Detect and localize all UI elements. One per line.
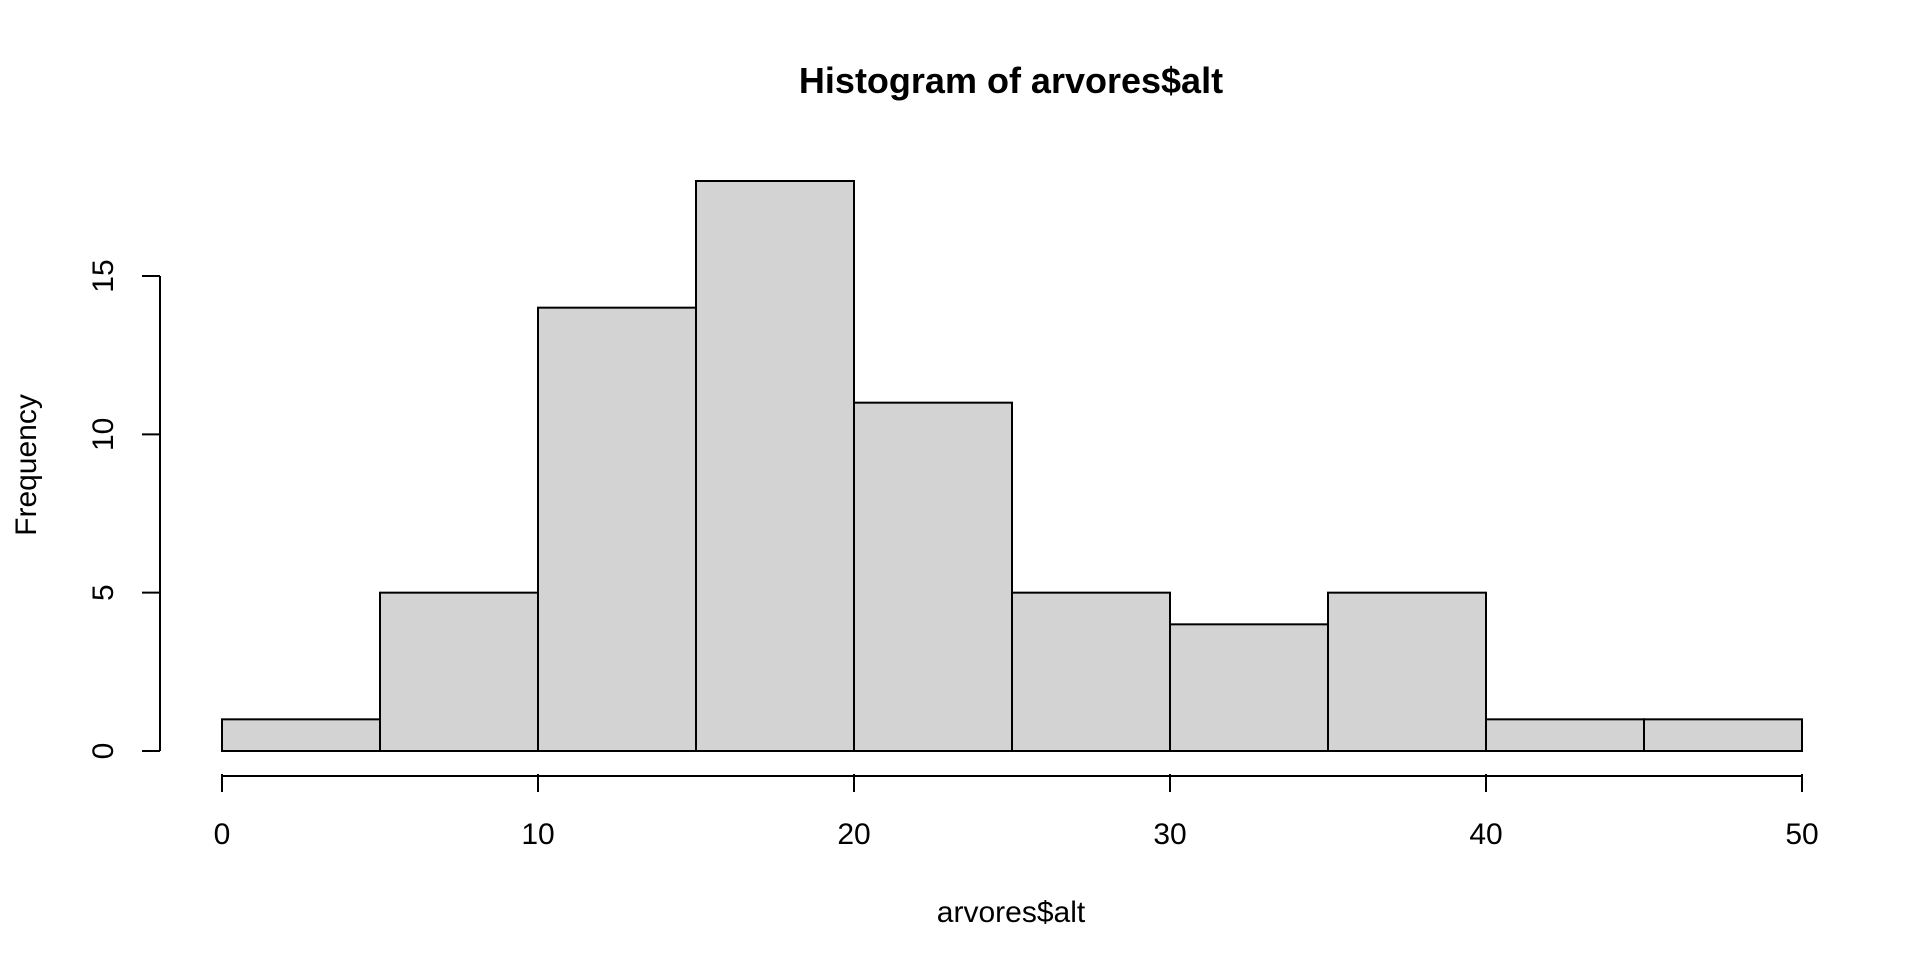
histogram-bar-20-25 <box>853 401 1013 752</box>
histogram-bar-15-20 <box>695 180 855 752</box>
histogram-bar-30-35 <box>1169 623 1329 752</box>
y-tick-label-15: 15 <box>87 259 120 292</box>
x-tick-label-10: 10 <box>521 818 554 851</box>
x-tick-label-30: 30 <box>1153 818 1186 851</box>
x-tick-label-50: 50 <box>1785 818 1818 851</box>
y-tick-label-10: 10 <box>87 418 120 451</box>
histogram-bar-45-50 <box>1643 718 1803 752</box>
histogram-bar-40-45 <box>1485 718 1645 752</box>
histogram-bar-35-40 <box>1327 591 1487 753</box>
y-axis: 0 5 10 15 <box>87 259 161 760</box>
x-tick-label-20: 20 <box>837 818 870 851</box>
x-tick-label-0: 0 <box>214 818 231 851</box>
x-axis-label: arvores$alt <box>937 896 1086 929</box>
x-tick-label-40: 40 <box>1469 818 1502 851</box>
histogram-bar-0-5 <box>221 718 381 752</box>
bars-layer <box>221 180 1803 753</box>
chart-title: Histogram of arvores$alt <box>799 60 1223 101</box>
histogram-bar-10-15 <box>537 306 697 752</box>
y-tick-label-5: 5 <box>87 584 120 601</box>
x-axis: 0 10 20 30 40 50 <box>214 774 1819 851</box>
histogram-bar-5-10 <box>379 591 539 753</box>
y-tick-label-0: 0 <box>87 743 120 760</box>
y-axis-label: Frequency <box>10 394 43 536</box>
histogram-bar-25-30 <box>1011 591 1171 753</box>
